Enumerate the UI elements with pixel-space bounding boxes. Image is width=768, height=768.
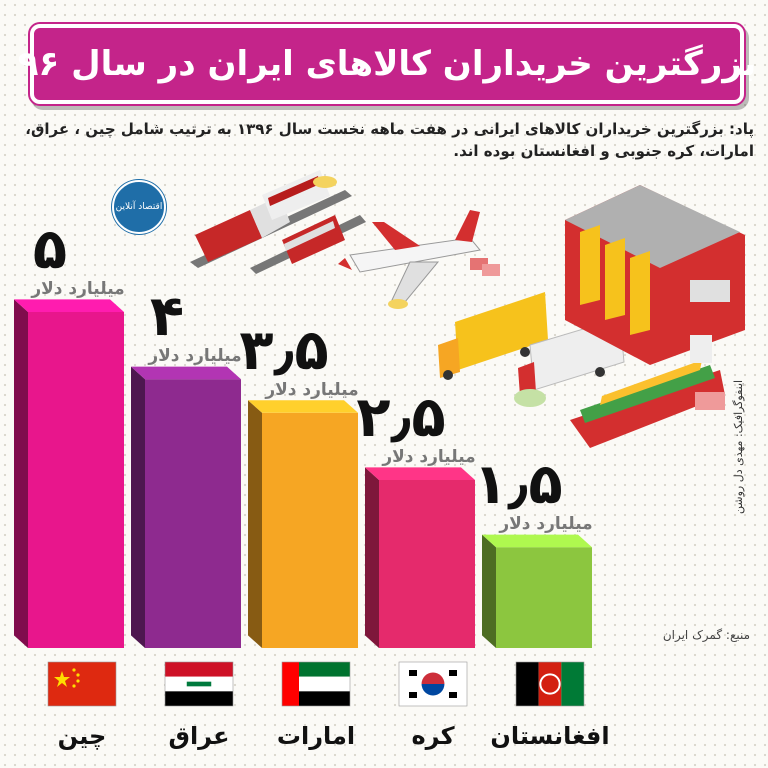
value-label-afghanistan: ۱٫۵ [473,452,562,517]
flag-iraq-icon [164,661,234,707]
category-label-uae: امارات [277,722,355,750]
bar-side-korea [365,467,379,648]
category-label-korea: کره [411,722,454,750]
bar-side-china [14,299,28,648]
credit-text: اینفوگرافیک: مهدی دل روشن [732,380,745,515]
unit-label-uae: میلیارد دلار [264,380,358,400]
bar-top-afghanistan [482,534,592,548]
category-label-afghanistan: افغانستان [490,722,609,750]
flag-uae-icon [281,661,351,707]
publisher-logo: اقتصاد آنلاین [112,180,166,234]
flag-korea-icon [398,661,468,707]
bar-top-iraq [131,366,241,380]
value-label-korea: ۲٫۵ [356,385,445,450]
unit-label-korea: میلیارد دلار [381,447,475,467]
bar-top-uae [248,400,358,413]
value-label-iraq: ۴ [150,284,184,349]
category-label-china: چین [58,722,107,750]
warehouse-icon [565,185,745,365]
train-icon [190,170,366,274]
flag-china-icon [47,661,117,707]
unit-label-iraq: میلیارد دلار [147,346,241,366]
unit-label-china: میلیارد دلار [30,279,124,299]
value-label-china: ۵ [33,217,67,282]
chart-subtitle: پاد: بزرگترین خریداران کالاهای ایرانی در… [25,120,754,160]
bar-front-korea [379,480,475,648]
value-label-uae: ۳٫۵ [239,318,328,383]
bar-top-china [14,299,124,312]
bar-front-china [28,312,124,648]
bar-front-afghanistan [496,547,592,648]
ship-icon [570,335,725,448]
bar-top-korea [365,467,475,480]
bar-side-afghanistan [482,534,496,648]
flag-afghanistan-icon [515,661,585,707]
bar-front-iraq [145,379,241,648]
source-text: منبع: گمرک ایران [662,628,750,642]
bar-side-uae [248,400,262,648]
bar-side-iraq [131,366,145,648]
title-banner: بزرگترین خریداران کالاهای ایران در سال ۹… [18,24,756,104]
chart-title: بزرگترین خریداران کالاهای ایران در سال ۹… [17,44,757,84]
unit-label-afghanistan: میلیارد دلار [498,514,592,534]
bar-front-uae [262,412,358,648]
airplane-icon [338,210,500,309]
category-label-iraq: عراق [168,722,229,750]
